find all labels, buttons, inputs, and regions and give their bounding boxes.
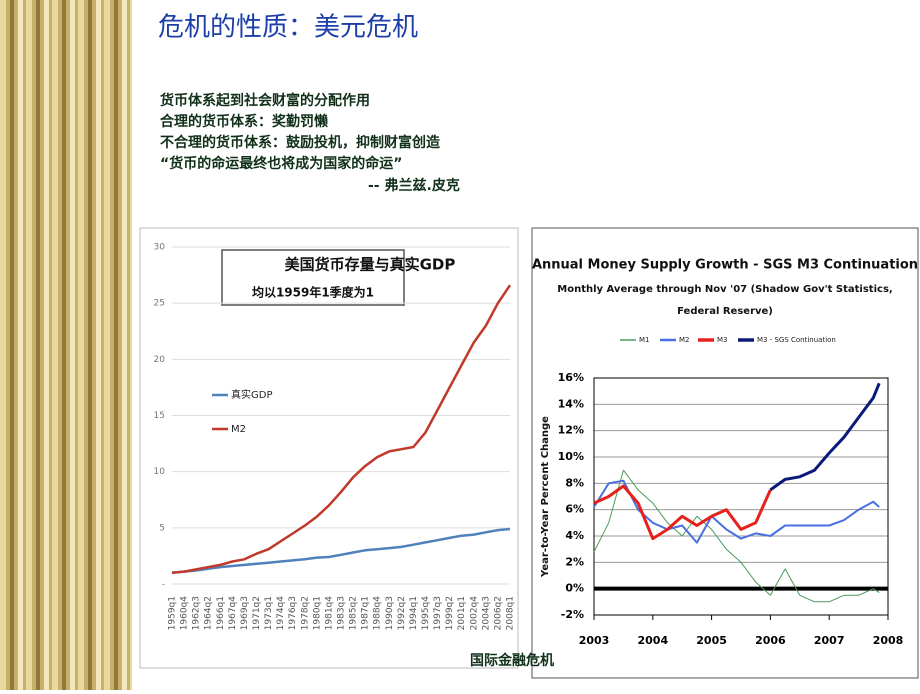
legend-label: M2: [679, 336, 690, 344]
y-tick-label: 4%: [565, 529, 584, 542]
slide-title: 危机的性质：美元危机: [158, 13, 418, 43]
plot-frame: [593, 377, 889, 616]
series-line: [593, 469, 880, 603]
chart-title: 美国货币存量与真实GDP: [285, 256, 456, 274]
x-tick-label: 1971q2: [252, 596, 262, 630]
y-axis-label: Year-to-Year Percent Change: [540, 416, 551, 578]
y-tick-label: 0%: [565, 582, 584, 595]
x-tick-label: 2006q2: [493, 596, 503, 630]
y-tick-label: -: [162, 580, 165, 590]
y-tick-label: 10: [154, 467, 166, 477]
x-tick-label: 1995q4: [421, 596, 431, 631]
y-tick-label: 2%: [565, 555, 584, 568]
y-tick-label: 30: [154, 243, 166, 253]
title-box: [221, 249, 405, 306]
legend-label: M1: [639, 336, 650, 344]
x-tick-label: 1997q3: [433, 596, 443, 630]
y-tick-label: 6%: [565, 503, 584, 516]
x-tick-label: 2008: [873, 634, 904, 647]
chart-frame: [531, 227, 919, 679]
y-tick-label: -2%: [561, 608, 584, 621]
x-tick-label: 1985q2: [349, 596, 359, 630]
chart-subtitle: Monthly Average through Nov '07 (Shadow …: [557, 284, 892, 317]
y-tick-label: 14%: [558, 397, 584, 410]
body-line: 货币体系起到社会财富的分配作用: [159, 92, 370, 109]
x-tick-label: 1990q3: [385, 596, 395, 630]
x-tick-label: 1988q4: [373, 596, 383, 631]
legend-label: 真实GDP: [231, 388, 272, 401]
body-text: 货币体系起到社会财富的分配作用 合理的货币体系：奖勤罚懒 不合理的货币体系：鼓励…: [159, 92, 460, 194]
x-tick-label: 1981q4: [324, 596, 334, 631]
x-tick-label: 1980q1: [312, 596, 322, 630]
x-tick-label: 1966q1: [216, 596, 226, 630]
x-tick-label: 1969q3: [240, 596, 250, 630]
x-tick-label: 1964q2: [204, 596, 214, 630]
x-tick-label: 1962q3: [192, 596, 202, 630]
x-tick-label: 1983q3: [337, 596, 347, 630]
x-tick-label: 1978q2: [300, 596, 310, 630]
x-tick-label: 1999q2: [445, 596, 455, 630]
x-tick-label: 2004q3: [481, 596, 491, 630]
x-tick-label: 1959q1: [168, 596, 178, 630]
attribution: -- 弗兰兹.皮克: [368, 177, 460, 194]
x-tick-label: 1960q4: [180, 596, 190, 631]
body-line: 不合理的货币体系：鼓励投机，抑制财富创造: [160, 134, 440, 151]
series-line: [593, 484, 772, 541]
x-tick-label: 2002q4: [469, 596, 479, 631]
x-tick-label: 1992q2: [397, 596, 407, 630]
x-tick-label: 2004: [637, 634, 668, 647]
y-tick-label: 15: [154, 411, 165, 421]
y-tick-label: 16%: [558, 371, 584, 384]
x-tick-label: 2007: [814, 634, 845, 647]
x-tick-label: 1973q1: [264, 596, 274, 630]
legend-label: M3 - SGS Continuation: [757, 336, 836, 344]
gold-strip: [0, 0, 132, 690]
body-line: “货币的命运最终也将成为国家的命运”: [160, 155, 402, 172]
series-line: [171, 527, 511, 575]
y-tick-label: 8%: [565, 476, 584, 489]
x-tick-label: 2005: [696, 634, 727, 647]
y-tick-label: 20: [154, 355, 166, 365]
x-tick-label: 1974q4: [276, 596, 286, 631]
chart-subtitle: 均以1959年1季度为1: [252, 285, 374, 300]
legend-label: M2: [231, 424, 246, 435]
x-tick-label: 2001q1: [457, 596, 467, 630]
x-tick-label: 1976q3: [288, 596, 298, 630]
footer: 国际金融危机: [470, 652, 554, 669]
body-line: 合理的货币体系：奖勤罚懒: [160, 113, 328, 130]
chart-title: Annual Money Supply Growth - SGS M3 Cont…: [532, 258, 918, 273]
y-tick-label: 25: [154, 299, 165, 309]
y-tick-label: 5: [159, 523, 165, 533]
x-tick-label: 2008q1: [506, 596, 516, 630]
y-tick-label: 12%: [558, 424, 584, 437]
x-tick-label: 1967q4: [228, 596, 238, 631]
legend-label: M3: [717, 336, 728, 344]
x-tick-label: 2003: [579, 634, 610, 647]
series-line: [171, 284, 512, 575]
x-tick-label: 1987q1: [361, 596, 371, 630]
series-line: [769, 382, 881, 492]
y-tick-label: 10%: [558, 450, 584, 463]
x-tick-label: 2006: [755, 634, 786, 647]
x-tick-label: 1994q1: [409, 596, 419, 630]
